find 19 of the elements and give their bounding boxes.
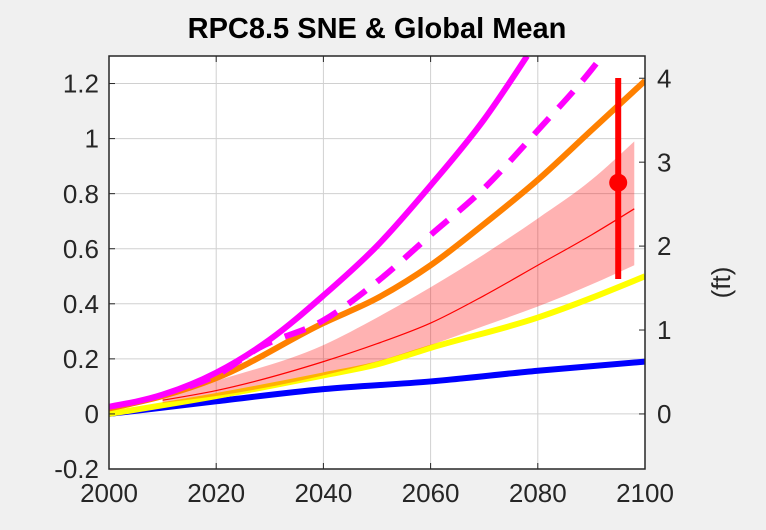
y-tick-label: 0.2 — [62, 344, 99, 374]
y-tick-label: 0 — [84, 399, 99, 430]
y-tick-label: 1.2 — [62, 68, 99, 99]
x-tick-label: 2100 — [616, 478, 674, 508]
y-tick-label: 1 — [84, 124, 99, 154]
x-tick-label: 2020 — [187, 478, 246, 508]
y2-tick-label: 0 — [657, 399, 672, 430]
x-tick-label: 2060 — [402, 478, 460, 508]
y2-tick-label: 1 — [657, 315, 672, 346]
y2-tick-label: 3 — [657, 147, 672, 178]
y2-axis-title: (ft) — [706, 266, 736, 298]
y-tick-label: 0.6 — [62, 234, 99, 264]
y-tick-label: 0.4 — [62, 288, 99, 319]
x-tick-label: 2080 — [508, 478, 567, 508]
y2-tick-label: 4 — [657, 63, 672, 94]
x-tick-label: 2040 — [294, 478, 352, 508]
y2-tick-label: 2 — [657, 231, 672, 262]
y-tick-label: 0.8 — [62, 178, 99, 209]
chart-title: RPC8.5 SNE & Global Mean — [188, 13, 566, 45]
